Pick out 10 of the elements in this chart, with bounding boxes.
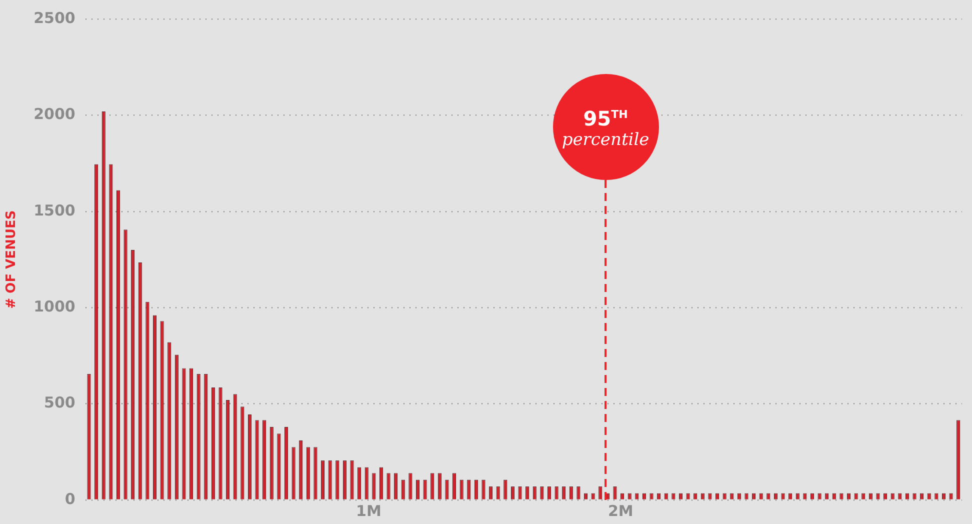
y-tick-label: 500 xyxy=(44,394,76,412)
x-tick-label: 1M xyxy=(356,502,382,520)
ref-line-label: 95$^{TH}$ percentile xyxy=(562,106,650,150)
x-tick-label: 2M xyxy=(608,502,634,520)
y-axis-title: # OF VENUES xyxy=(4,210,20,309)
y-tick-label: 0 xyxy=(64,490,76,508)
y-tick-label: 1500 xyxy=(34,201,76,220)
y-tick-label: 2000 xyxy=(34,105,76,124)
y-tick-label: 1000 xyxy=(34,297,76,316)
y-tick-label: 2500 xyxy=(34,8,76,27)
